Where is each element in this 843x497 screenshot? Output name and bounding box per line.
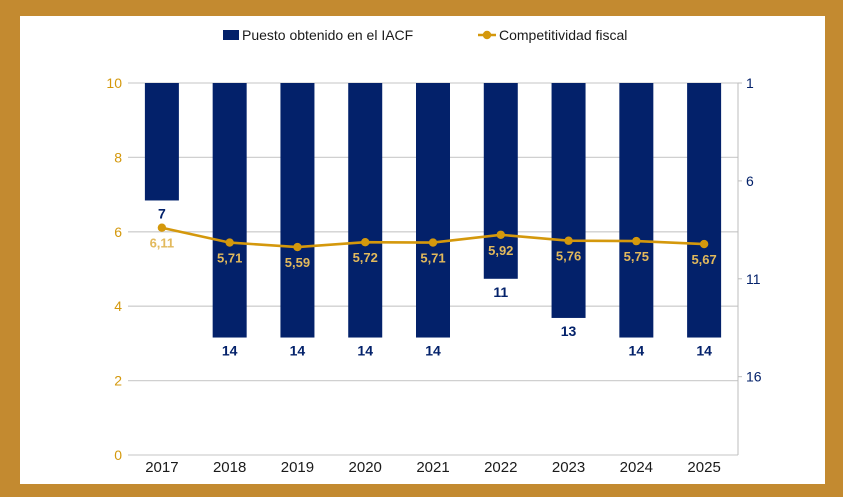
- right-axis-tick-label: 11: [746, 271, 761, 287]
- bar-2017: [144, 83, 179, 201]
- x-axis-label: 2019: [281, 459, 314, 476]
- chart-panel: 0 2 4 6 8 10 1 6 11 16 7 14 14 14 14 11 13 14 14 2017 2018 20…: [20, 16, 825, 484]
- bar-2019: [280, 83, 315, 338]
- x-axis-label: 2024: [620, 459, 653, 476]
- x-axis-label: 2021: [416, 459, 449, 476]
- line-point-2021: [428, 238, 438, 247]
- line-point-2017: [157, 223, 167, 232]
- bar-label: 14: [696, 343, 712, 359]
- x-axis-label: 2018: [213, 459, 246, 476]
- line-label: 5,92: [488, 243, 513, 258]
- x-axis-label: 2022: [484, 459, 517, 476]
- right-axis-tick-label: 16: [746, 369, 762, 385]
- line-label: 5,67: [691, 252, 716, 267]
- line-point-2018: [225, 238, 234, 247]
- left-axis-tick-label: 6: [114, 224, 122, 240]
- x-axis-label: 2023: [552, 459, 585, 476]
- bar-2024: [619, 83, 654, 338]
- line-label: 5,71: [217, 251, 242, 266]
- legend-bar-swatch: [223, 30, 239, 40]
- line-label: 5,71: [420, 251, 445, 266]
- bar-2023: [551, 83, 586, 318]
- left-axis-tick-label: 10: [106, 75, 122, 91]
- left-axis-tick-label: 0: [114, 447, 122, 463]
- line-label: 5,76: [556, 249, 581, 264]
- line-point-2022: [496, 230, 505, 239]
- line-label: 5,59: [285, 255, 310, 270]
- line-point-2024: [632, 236, 641, 246]
- legend-line-marker: [482, 30, 492, 40]
- x-axis-label: 2025: [687, 459, 720, 476]
- bar-2025: [687, 83, 722, 338]
- line-point-2020: [361, 238, 370, 247]
- left-axis-tick-label: 2: [114, 373, 122, 389]
- bar-label: 13: [561, 323, 577, 339]
- left-axis-tick-label: 8: [114, 149, 122, 165]
- line-label: 6,11: [150, 236, 175, 251]
- bar-label: 14: [357, 343, 373, 359]
- bar-label: 14: [222, 343, 238, 359]
- left-axis-tick-label: 4: [114, 298, 122, 314]
- right-axis-tick-label: 1: [746, 75, 754, 91]
- bar-label: 14: [629, 343, 645, 359]
- line-label: 5,75: [624, 249, 649, 264]
- line-point-2023: [564, 236, 573, 245]
- bar-2021: [416, 83, 450, 338]
- bar-2022: [483, 83, 518, 279]
- bar-label: 7: [158, 205, 166, 221]
- line-label: 5,72: [353, 250, 378, 265]
- bar-label: 14: [290, 343, 306, 359]
- bar-2018: [212, 83, 247, 338]
- line-point-2019: [293, 242, 302, 252]
- legend-line-label: Competitividad fiscal: [499, 27, 627, 43]
- line-point-2025: [699, 239, 709, 249]
- bar-label: 14: [425, 343, 441, 359]
- x-axis-label: 2020: [349, 459, 382, 476]
- bar-2020: [348, 83, 383, 338]
- x-axis-label: 2017: [145, 459, 178, 476]
- right-axis-tick-label: 6: [746, 173, 754, 189]
- legend-bar-label: Puesto obtenido en el IACF: [242, 27, 413, 43]
- bar-label: 11: [493, 284, 508, 300]
